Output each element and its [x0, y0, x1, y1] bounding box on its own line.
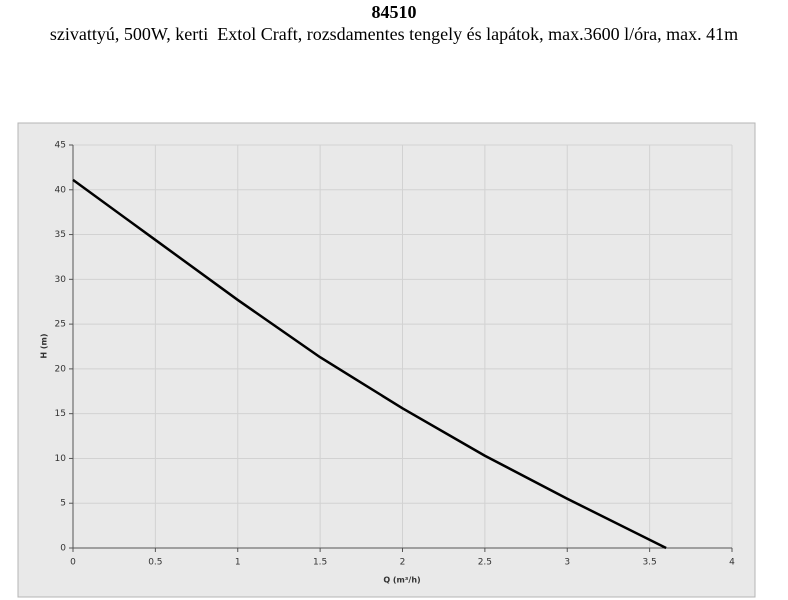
chart-panel	[17, 122, 756, 598]
y-tick-label: 30	[55, 275, 67, 285]
y-tick-label: 0	[60, 544, 66, 554]
x-tick-label: 0.5	[148, 558, 162, 568]
y-tick-label: 10	[55, 454, 67, 464]
y-tick-label: 25	[55, 320, 66, 330]
chart-subtitle: szivattyú, 500W, kerti Extol Craft, rozs…	[49, 24, 739, 44]
x-tick-label: 1	[235, 558, 241, 568]
x-tick-label: 2	[400, 558, 406, 568]
y-tick-label: 20	[55, 364, 67, 374]
y-tick-label: 5	[60, 499, 66, 509]
line	[72, 178, 667, 550]
y-tick-label: 35	[55, 230, 66, 240]
x-tick-label: 2.5	[478, 558, 492, 568]
x-axis-label: Q (m³/h)	[383, 576, 420, 585]
x-tick-label: 3.5	[642, 558, 656, 568]
y-axis-label: H (m)	[40, 333, 49, 358]
x-tick-label: 1.5	[313, 558, 327, 568]
chart-title: 84510	[371, 2, 417, 22]
x-tick-label: 3	[564, 558, 570, 568]
y-tick-label: 45	[55, 141, 66, 151]
x-tick-label: 4	[729, 558, 735, 568]
y-tick-label: 15	[55, 409, 66, 419]
x-tick-label: 0	[70, 558, 76, 568]
y-tick-label: 40	[55, 185, 67, 195]
header: 84510 szivattyú, 500W, kerti Extol Craft…	[0, 0, 788, 45]
